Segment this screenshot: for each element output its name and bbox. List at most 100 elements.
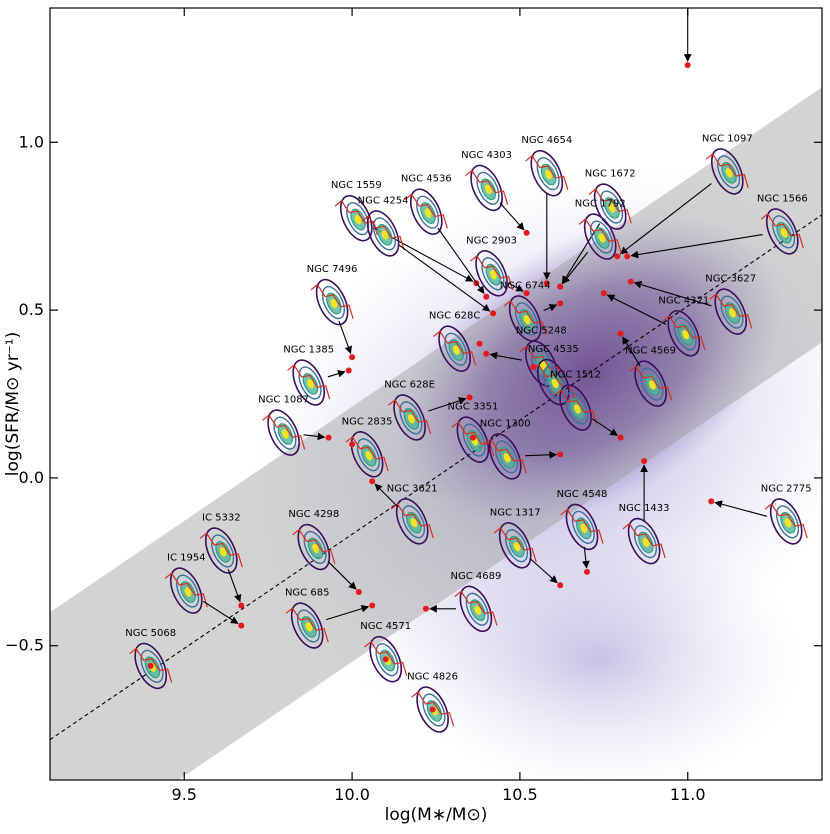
galaxy-ngc-2903: NGC 2903 xyxy=(466,235,530,297)
galaxy-ngc-685: NGC 685 xyxy=(285,588,376,649)
galaxy-label: NGC 4548 xyxy=(557,489,608,500)
y-tick-label: 0.0 xyxy=(19,468,44,487)
galaxy-contours xyxy=(262,409,306,456)
galaxy-ngc-7496: NGC 7496 xyxy=(307,264,358,361)
galaxy-contours xyxy=(164,567,208,614)
galaxy-label: NGC 5248 xyxy=(516,326,567,337)
galaxy-ngc-4548: NGC 4548 xyxy=(557,489,608,575)
galaxy-arrow xyxy=(437,227,485,295)
galaxy-point xyxy=(466,394,473,401)
contour-middle xyxy=(481,257,505,291)
contour-middle xyxy=(273,416,297,450)
x-tick-label: 10.5 xyxy=(502,785,538,804)
contour-middle xyxy=(303,530,327,565)
x-tick-label: 11.0 xyxy=(670,785,706,804)
contour-middle xyxy=(296,609,321,643)
galaxy-contours xyxy=(465,164,509,212)
bar-trace xyxy=(334,199,378,236)
galaxy-label: NGC 1566 xyxy=(757,193,808,204)
contour-core xyxy=(573,404,581,414)
galaxy-contours xyxy=(292,523,336,571)
contour-core xyxy=(598,233,606,243)
contour-outer xyxy=(416,686,449,733)
contour-core xyxy=(784,518,792,528)
galaxy-label: NGC 2903 xyxy=(466,235,517,246)
galaxy-point xyxy=(238,602,245,609)
galaxy-label: NGC 2775 xyxy=(761,483,812,494)
galaxy-ngc-1672: NGC 1672 xyxy=(557,169,636,290)
galaxy-arrow xyxy=(303,432,326,441)
contour-outer xyxy=(488,433,522,480)
contour-core xyxy=(365,450,373,461)
bar-trace xyxy=(454,590,498,626)
bar-trace xyxy=(310,283,354,319)
bar-trace xyxy=(199,532,243,568)
galaxy-label: NGC 4536 xyxy=(401,174,452,185)
galaxy-ngc-1385: NGC 1385 xyxy=(283,345,352,406)
galaxy-label: NGC 1087 xyxy=(258,395,309,406)
galaxy-arrow xyxy=(529,558,558,584)
galaxy-point xyxy=(684,62,691,69)
contour-core xyxy=(407,414,415,424)
contour-outer xyxy=(536,358,570,406)
contour-outer xyxy=(297,523,331,571)
galaxy-point xyxy=(349,354,356,361)
contour-core xyxy=(682,329,689,340)
galaxy-contours xyxy=(388,394,432,441)
bar-trace xyxy=(433,330,477,366)
contour-middle xyxy=(444,332,468,366)
contour-middle xyxy=(589,220,614,254)
galaxy-point xyxy=(422,605,429,612)
galaxy-point xyxy=(382,656,389,663)
bar-trace xyxy=(709,293,753,329)
galaxy-arrow xyxy=(591,418,618,436)
contour-outer xyxy=(475,250,508,297)
bar-trace xyxy=(760,213,804,249)
bar-trace xyxy=(345,436,389,472)
contour-core xyxy=(305,622,313,632)
contour-outer xyxy=(530,149,564,197)
main-sequence-line xyxy=(50,214,822,741)
galaxy-label: NGC 4569 xyxy=(625,346,676,357)
galaxy-arrow xyxy=(622,336,641,367)
galaxy-arrow xyxy=(327,560,357,590)
galaxy-ic-5332: IC 5332 xyxy=(199,513,245,609)
contour-outer xyxy=(393,394,426,441)
galaxy-ngc-1566: NGC 1566 xyxy=(624,193,808,260)
galaxy-contours xyxy=(760,208,804,255)
galaxy-contours xyxy=(705,148,749,195)
galaxy-point xyxy=(557,451,564,458)
bar-trace xyxy=(390,503,434,539)
galaxy-label: NGC 1672 xyxy=(585,169,636,180)
galaxy-label: NGC 2835 xyxy=(342,416,393,427)
galaxy-ngc-2775: NGC 2775 xyxy=(708,483,812,545)
galaxy-label: NGC 4254 xyxy=(358,195,409,206)
galaxy-label: NGC 4826 xyxy=(407,672,458,683)
contour-core xyxy=(312,543,319,554)
contour-middle xyxy=(211,534,235,568)
galaxy-contours xyxy=(525,149,569,197)
contour-outer xyxy=(350,431,384,478)
galaxy-point xyxy=(483,350,490,357)
galaxy-point xyxy=(345,367,352,374)
contour-core xyxy=(424,208,432,218)
contour-core xyxy=(551,378,559,389)
galaxy-arrow xyxy=(543,304,558,312)
galaxy-ngc-2835: NGC 2835 xyxy=(342,416,393,478)
contour-outer xyxy=(667,310,701,357)
contour-core xyxy=(780,228,788,238)
contour-outer xyxy=(508,295,542,342)
contour-middle xyxy=(462,423,486,457)
galaxy-contours xyxy=(560,503,604,551)
density-lower-tail xyxy=(400,530,800,780)
bar-trace xyxy=(554,389,598,425)
galaxy-label: NGC 1097 xyxy=(702,133,753,144)
bar-trace xyxy=(503,300,547,336)
galaxy-ngc-1087: NGC 1087 xyxy=(258,395,332,456)
galaxy-label: NGC 4571 xyxy=(360,621,411,632)
galaxy-point xyxy=(469,434,476,441)
contour-outer xyxy=(470,164,503,212)
galaxy-point xyxy=(523,229,530,236)
galaxy-label: NGC 1300 xyxy=(480,418,531,429)
galaxy-arrow xyxy=(714,500,768,517)
